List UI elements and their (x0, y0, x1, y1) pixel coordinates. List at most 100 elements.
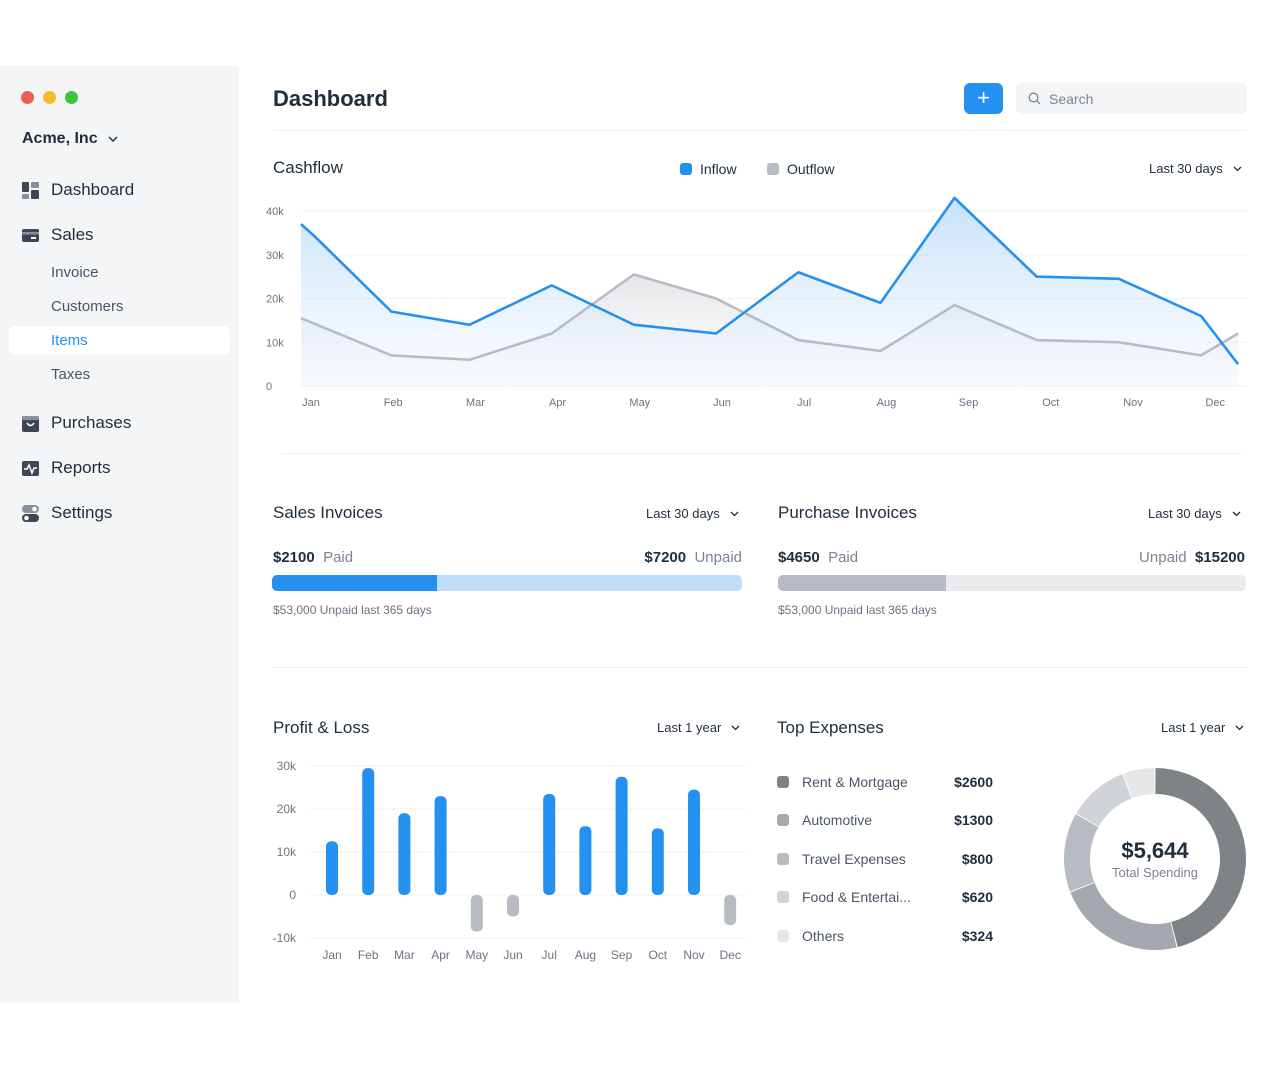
chevron-down-icon (730, 511, 739, 516)
expense-name: Travel Expenses (802, 851, 906, 867)
x-tick-label: Sep (611, 948, 633, 962)
bar (543, 793, 556, 895)
search-box[interactable] (1016, 83, 1247, 114)
y-tick-label: 30k (277, 759, 297, 773)
expense-item: Travel Expenses $800 (777, 851, 993, 867)
bar (688, 789, 700, 895)
add-button[interactable]: + (964, 83, 1003, 114)
x-tick-label: Nov (1123, 397, 1143, 409)
sidebar-item-label: Sales (51, 225, 94, 244)
sales-progress-fill (272, 575, 437, 591)
sales-invoices-range-select[interactable]: Last 30 days (646, 506, 739, 521)
header-divider (273, 130, 1247, 131)
search-input[interactable] (1049, 90, 1229, 107)
expense-item: Food & Entertai... $620 (777, 889, 993, 905)
zoom-window-button[interactable] (65, 91, 78, 104)
y-tick-label: 30k (266, 250, 284, 262)
sidebar-item-label: Purchases (51, 413, 132, 432)
expense-swatch (777, 891, 789, 903)
main-content: Dashboard + Cashflow Inflow Outflow Last… (266, 66, 1248, 1003)
sidebar-item-sales[interactable]: Sales (22, 225, 94, 245)
purchase-note: $53,000 Unpaid last 365 days (778, 603, 937, 617)
profit-loss-range-select[interactable]: Last 1 year (657, 720, 740, 735)
x-tick-label: Aug (877, 397, 897, 409)
x-tick-label: Oct (648, 948, 667, 962)
sidebar-item-reports[interactable]: Reports (22, 458, 111, 478)
app-window: Acme, Inc Dashboard Sales Invoice Custom… (0, 66, 1272, 1003)
sidebar-item-taxes[interactable]: Taxes (51, 366, 91, 383)
label: Unpaid (694, 549, 742, 566)
bar (326, 841, 338, 895)
x-tick-label: Jan (322, 948, 341, 962)
sidebar-item-label: Settings (51, 503, 113, 522)
company-name: Acme, Inc (22, 130, 98, 147)
page-title: Dashboard (273, 86, 388, 111)
x-tick-label: Feb (384, 397, 403, 409)
inflow-swatch (680, 163, 692, 175)
legend-label: Inflow (700, 161, 737, 177)
sidebar-item-settings[interactable]: Settings (22, 503, 112, 523)
sidebar-item-label: Reports (51, 458, 111, 477)
donut-slice (1076, 774, 1132, 827)
outflow-swatch (767, 163, 779, 175)
x-tick-label: Jul (797, 397, 811, 409)
top-expenses-range-select[interactable]: Last 1 year (1161, 720, 1244, 735)
cashflow-range-select[interactable]: Last 30 days (1149, 161, 1242, 176)
top-expenses-title: Top Expenses (777, 718, 884, 737)
expense-swatch (777, 776, 789, 788)
expense-item: Rent & Mortgage $2600 (777, 774, 993, 790)
range-label: Last 30 days (1148, 506, 1222, 521)
amount: $7200 (644, 549, 687, 566)
expense-item: Automotive $1300 (777, 812, 993, 828)
x-tick-label: Jul (542, 948, 557, 962)
profit-loss-chart: -10k 0 10k 20k 30k Jan Feb Mar Apr May Jun Jul Aug Se… (273, 759, 746, 962)
minimize-window-button[interactable] (43, 91, 56, 104)
amount: $4650 (778, 549, 820, 566)
expense-name: Food & Entertai... (802, 889, 911, 905)
range-label: Last 1 year (1161, 720, 1226, 735)
sidebar-item-purchases[interactable]: Purchases (22, 413, 131, 433)
x-tick-label: Nov (683, 948, 704, 962)
expense-value: $620 (961, 889, 993, 905)
close-window-button[interactable] (21, 91, 34, 104)
bar (470, 895, 483, 932)
expense-value: $2600 (954, 774, 993, 790)
x-tick-label: Aug (575, 948, 596, 962)
purchases-icon (22, 415, 39, 432)
sidebar-item-invoice[interactable]: Invoice (51, 264, 99, 281)
y-tick-label: 20k (277, 802, 297, 816)
chevron-down-icon (1233, 166, 1242, 171)
expense-name: Rent & Mortgage (802, 774, 908, 790)
sidebar: Acme, Inc Dashboard Sales Invoice Custom… (0, 66, 239, 1003)
search-icon (1028, 92, 1041, 105)
sidebar-item-dashboard[interactable]: Dashboard (22, 180, 134, 200)
legend-label: Outflow (787, 161, 835, 177)
top-expenses-donut: $5,644 Total Spending (1064, 768, 1246, 950)
sales-paid: $2100 Paid (273, 549, 353, 566)
expense-swatch (777, 853, 789, 865)
y-tick-label: -10k (273, 931, 297, 945)
purchase-invoices-range-select[interactable]: Last 30 days (1148, 506, 1241, 521)
label: Unpaid (1139, 549, 1187, 566)
series-line-outflow (300, 273, 1239, 362)
donut-slice (1070, 882, 1177, 950)
bar (398, 813, 411, 895)
expense-value: $324 (961, 928, 993, 944)
chevron-down-icon (731, 725, 740, 730)
range-label: Last 1 year (657, 720, 722, 735)
expense-item: Others $324 (777, 928, 993, 944)
company-switcher[interactable]: Acme, Inc (22, 130, 118, 148)
purchase-progress-bar (778, 575, 1246, 591)
y-tick-label: 40k (266, 206, 284, 218)
sidebar-item-items[interactable]: Items (51, 332, 88, 349)
sales-invoices-title: Sales Invoices (273, 503, 383, 522)
amount: $15200 (1194, 549, 1245, 566)
section-divider (282, 453, 1242, 454)
purchase-unpaid: Unpaid $15200 (1139, 549, 1245, 566)
sidebar-item-customers[interactable]: Customers (51, 298, 124, 315)
x-tick-label: Feb (358, 948, 379, 962)
bar (362, 768, 375, 895)
cashflow-chart: 0 10k 20k 30k 40k Jan Feb Mar Apr May Jun Jul Aug Sep… (266, 196, 1248, 409)
y-tick-label: 10k (266, 337, 284, 349)
expense-swatch (777, 814, 789, 826)
